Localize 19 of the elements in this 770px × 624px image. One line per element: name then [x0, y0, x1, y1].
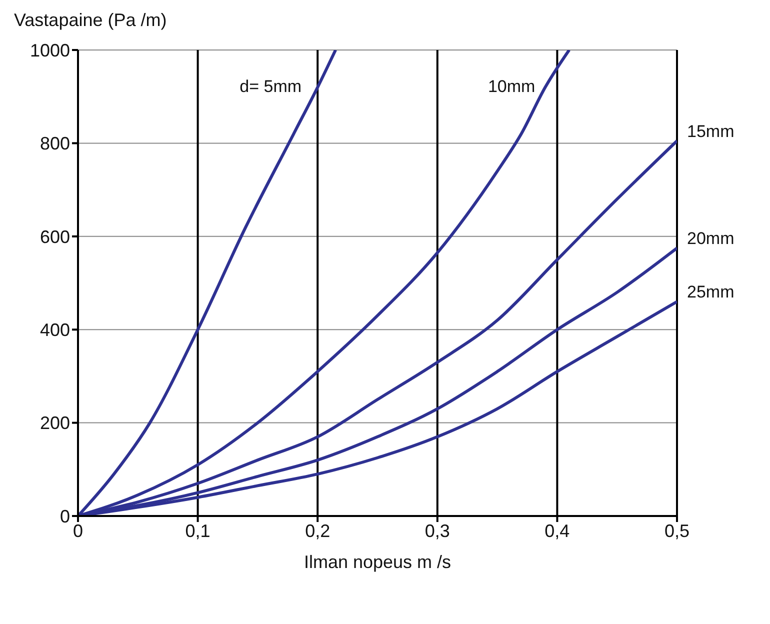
x-tick-label: 0,2 — [305, 520, 330, 541]
y-tick-label: 600 — [40, 226, 70, 247]
series-label: 10mm — [488, 77, 536, 96]
y-tick-label: 1000 — [30, 40, 70, 60]
series-label: 20mm — [687, 229, 734, 248]
series-label: 15mm — [687, 122, 734, 141]
series-label: 25mm — [687, 282, 734, 302]
x-tick-label: 0 — [72, 520, 84, 541]
y-tick-label: 800 — [40, 134, 70, 154]
y-tick-label: 200 — [40, 413, 70, 434]
x-tick-label: 0,4 — [544, 520, 570, 541]
y-tick-label: 400 — [40, 320, 70, 340]
x-tick-label: 0,3 — [424, 520, 450, 541]
x-tick-label: 0,1 — [185, 520, 210, 541]
x-axis-title: Ilman nopeus m /s — [304, 552, 452, 572]
y-axis-title: Vastapaine (Pa /m) — [14, 10, 167, 31]
y-tick-label: 0 — [60, 506, 70, 526]
series-label: d= 5mm — [240, 77, 302, 96]
x-tick-label: 0,5 — [664, 520, 690, 541]
